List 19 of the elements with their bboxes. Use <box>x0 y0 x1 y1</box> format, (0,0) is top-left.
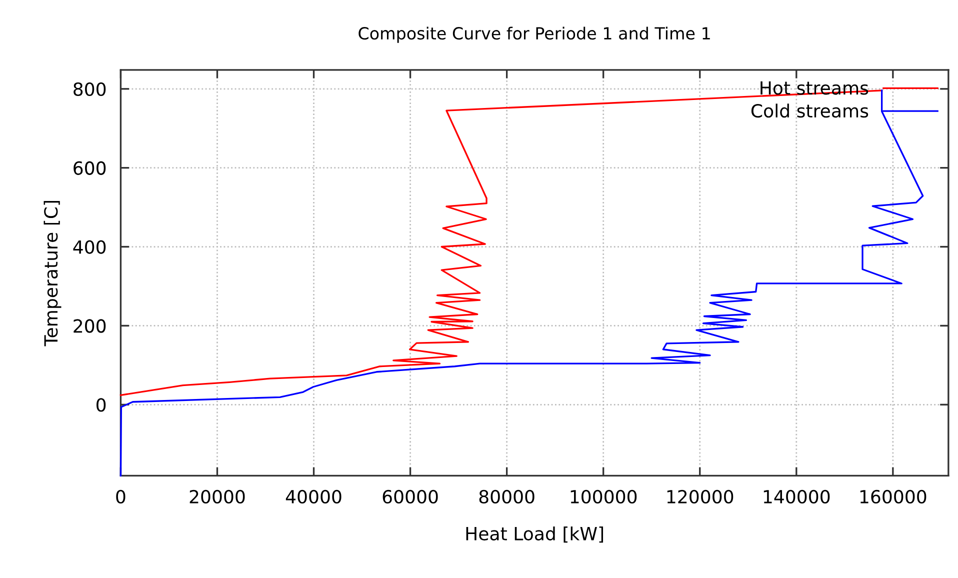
legend-label: Hot streams <box>760 81 868 95</box>
y-tick-label: 400 <box>73 240 106 254</box>
x-axis-title: Heat Load [kW] <box>466 526 604 543</box>
chart-title: Composite Curve for Periode 1 and Time 1 <box>358 26 710 43</box>
y-axis-title: Temperature [C] <box>44 200 62 346</box>
x-tick-label: 120000 <box>667 490 734 504</box>
x-tick-label: 60000 <box>382 490 438 504</box>
x-tick-label: 160000 <box>860 490 926 504</box>
y-tick-label: 800 <box>74 82 106 96</box>
y-tick-label: 0 <box>96 398 106 412</box>
x-tick-label: 40000 <box>286 490 342 504</box>
x-tick-label: 100000 <box>570 490 637 504</box>
y-tick-label: 600 <box>74 161 106 175</box>
x-tick-label: 140000 <box>764 490 830 504</box>
x-tick-label: 80000 <box>479 490 534 504</box>
legend-label: Cold streams <box>751 104 868 118</box>
x-tick-label: 0 <box>116 490 126 504</box>
y-tick-label: 200 <box>74 319 106 333</box>
x-tick-label: 20000 <box>190 490 245 504</box>
